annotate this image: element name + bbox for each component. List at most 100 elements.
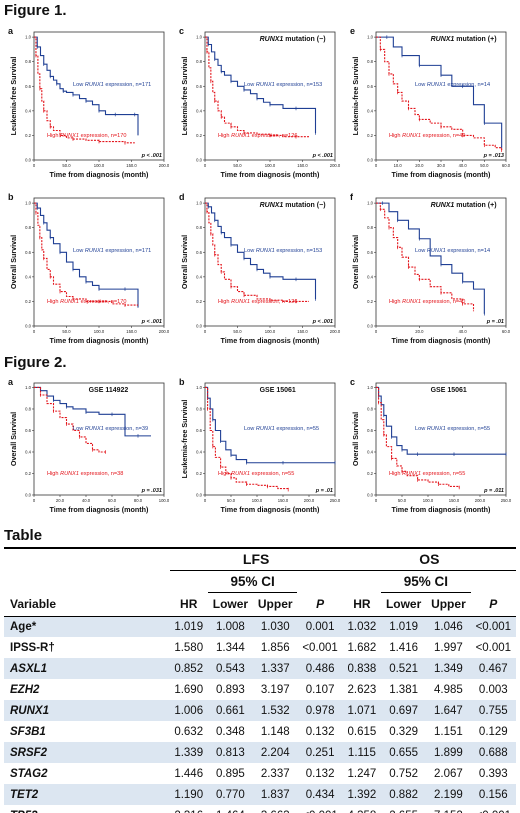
- table-cell: 0.543: [207, 658, 253, 679]
- y-tick-label: 0.4: [196, 274, 202, 279]
- y-tick-label: 0.4: [367, 274, 373, 279]
- y-tick-label: 0.6: [367, 84, 373, 89]
- os-header: OS: [342, 548, 516, 571]
- y-tick-label: 1.0: [25, 385, 31, 390]
- y-tick-label: 0.4: [367, 108, 373, 113]
- y-tick-label: 0.6: [25, 428, 31, 433]
- table-cell: 1.115: [342, 742, 382, 763]
- km-panel-g2a: a GSE 114922 Overall Survival 0.0 0.2 0.4 0.6 0…: [8, 377, 170, 514]
- x-axis-label: Time from diagnosis (month): [221, 336, 321, 345]
- table-row: RUNX1 1.006 0.661 1.532 0.978 1.071 0.697 1.647…: [4, 700, 516, 721]
- lfs-ci-header: 95% CI: [207, 570, 298, 593]
- variable-name: STAG2: [10, 767, 48, 780]
- y-tick-label: 0.0: [367, 324, 373, 329]
- high-expression-label: High RUNX1 expression, n=38: [47, 471, 123, 477]
- table-cell: 0.615: [347, 725, 377, 738]
- variable-name: Age*: [4, 616, 170, 637]
- table-cell: 1.046: [426, 616, 471, 637]
- x-tick-label: 60.0: [502, 329, 511, 334]
- table-cell: 2.655: [381, 805, 426, 813]
- p-value: p < .001: [141, 153, 162, 159]
- table-cell: 3.197: [260, 683, 290, 696]
- table-cell: 1.008: [207, 616, 253, 637]
- p-value: p < .001: [312, 319, 333, 325]
- x-tick-label: 200.0: [475, 498, 486, 503]
- km-panel-e: e RUNX1 mutation (+) Leukemia-free Surviva…: [350, 26, 511, 179]
- table-cell: 1.190: [169, 784, 208, 805]
- y-tick-label: 0.0: [196, 324, 202, 329]
- table-cell: 1.030: [253, 616, 298, 637]
- x-tick-label: 100.0: [252, 498, 263, 503]
- table-cell: 1.580: [174, 641, 204, 654]
- high-expression-label: High RUNX1 expression, n=170: [47, 299, 126, 305]
- table-cell: 1.006: [169, 700, 208, 721]
- table-cell: <0.001: [297, 805, 342, 813]
- y-tick-label: 0.0: [367, 158, 373, 163]
- table-cell: 0.838: [342, 658, 382, 679]
- table-cell: <0.001: [471, 805, 516, 813]
- y-tick-label: 0.4: [367, 449, 373, 454]
- x-axis-label: Time from diagnosis (month): [221, 170, 321, 179]
- y-tick-label: 0.6: [196, 84, 202, 89]
- y-tick-label: 0.4: [25, 274, 31, 279]
- low-expression-label: Low RUNX1 expression, n=171: [73, 82, 151, 88]
- figure1-panels: a Leukemia-free Survival 0.0 0.2 0.4 0.6 0.8 1.…: [8, 26, 511, 345]
- x-tick-label: 80.0: [134, 498, 143, 503]
- table-cell: 1.997: [434, 641, 463, 654]
- table-cell: 1.899: [426, 742, 471, 763]
- table-cell: 1.337: [253, 658, 298, 679]
- y-tick-label: 1.0: [367, 35, 373, 40]
- figure2-title: Figure 2.: [4, 354, 67, 371]
- x-tick-label: 0: [375, 329, 378, 334]
- panel-header: GSE 15061: [431, 387, 467, 394]
- y-tick-label: 0.6: [367, 250, 373, 255]
- y-tick-label: 0.0: [367, 493, 373, 498]
- y-tick-label: 0.8: [196, 406, 202, 411]
- table-cell: 4.985: [434, 683, 463, 696]
- y-tick-label: 0.0: [25, 158, 31, 163]
- table-cell: 1.151: [434, 725, 463, 738]
- p-value: p = .013: [483, 153, 504, 159]
- low-expression-curve: [376, 386, 506, 455]
- x-tick-label: 150.0: [297, 163, 308, 168]
- panel-header: RUNX1 mutation (+): [431, 36, 497, 43]
- y-tick-label: 0.2: [367, 299, 373, 304]
- low-expression-label: Low RUNX1 expression, n=39: [73, 426, 148, 432]
- table-cell: 1.532: [253, 700, 298, 721]
- table-cell: 1.349: [426, 658, 471, 679]
- table-cell: 0.978: [297, 700, 343, 721]
- x-tick-label: 20.0: [56, 498, 65, 503]
- y-tick-label: 0.8: [367, 406, 373, 411]
- low-expression-label: Low RUNX1 expression, n=14: [415, 248, 490, 254]
- y-axis-label: Overall Survival: [351, 412, 360, 466]
- high-expression-label: High RUNX1 expression, n=55: [389, 471, 465, 477]
- panel-header: GSE 15061: [260, 387, 296, 394]
- table-cell: 1.247: [347, 767, 377, 780]
- variable-name: IPSS-R†: [10, 641, 55, 654]
- col-lfs-lower: Lower: [212, 597, 249, 611]
- y-axis-label: Overall Survival: [180, 235, 189, 289]
- y-tick-label: 0.4: [196, 108, 202, 113]
- table-row: SF3B1 0.632 0.348 1.148 0.132 0.615 0.329 1.151…: [4, 721, 516, 742]
- km-panel-a: a Leukemia-free Survival 0.0 0.2 0.4 0.6 0.8 1.…: [8, 26, 170, 179]
- x-tick-label: 40.0: [82, 498, 91, 503]
- km-panel-d: d RUNX1 mutation (−) Overall Survival 0.0 0.…: [179, 192, 341, 345]
- high-expression-label: High RUNX1 expression, n=40: [389, 299, 465, 305]
- x-tick-label: 200.0: [304, 498, 315, 503]
- x-tick-label: 0: [33, 329, 36, 334]
- variable-name: ASXL1: [4, 658, 170, 679]
- table-row: ASXL1 0.852 0.543 1.337 0.486 0.838 0.521 1.349…: [4, 658, 516, 679]
- low-expression-curve: [205, 202, 317, 299]
- x-tick-label: 0: [33, 163, 36, 168]
- x-axis-label: Time from diagnosis (month): [50, 170, 150, 179]
- x-tick-label: 10.0: [394, 163, 403, 168]
- x-tick-label: 0: [375, 498, 378, 503]
- x-tick-label: 20.0: [415, 163, 424, 168]
- low-expression-label: Low RUNX1 expression, n=55: [415, 426, 490, 432]
- y-axis-label: Overall Survival: [351, 235, 360, 289]
- table-cell: 1.682: [347, 641, 377, 654]
- x-tick-label: 40.0: [459, 163, 468, 168]
- y-tick-label: 0.4: [25, 108, 31, 113]
- x-tick-label: 200.0: [330, 163, 341, 168]
- variable-name: TET2: [4, 784, 170, 805]
